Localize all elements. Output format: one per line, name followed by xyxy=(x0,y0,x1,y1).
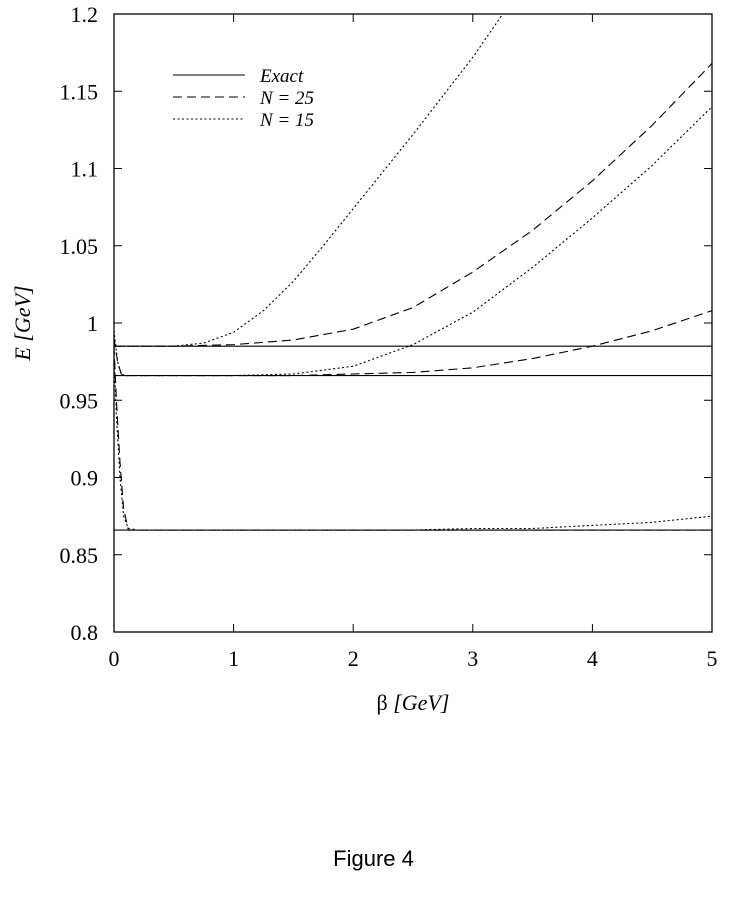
x-axis-label: β [GeV] xyxy=(377,690,450,715)
series-line-dotted-6 xyxy=(114,353,712,531)
y-tick-label: 1.2 xyxy=(71,2,99,27)
series-line-dotted-7 xyxy=(114,106,712,377)
plot-frame xyxy=(113,13,713,633)
x-tick-label: 0 xyxy=(109,646,120,671)
y-axis-symbol: E xyxy=(10,347,35,362)
x-tick-label: 4 xyxy=(587,646,598,671)
y-tick-label: 0.85 xyxy=(60,543,99,568)
tick-layer: 0 1 2 3 4 5 0.8 0.85 0.9 0.95 1 1.05 1.1 1.15 1.2 xyxy=(60,2,718,671)
y-tick-label: 0.9 xyxy=(71,466,99,491)
x-tick-label: 1 xyxy=(228,646,239,671)
legend-label: N = 15 xyxy=(259,110,314,131)
series-line-dashed-4 xyxy=(114,310,712,377)
y-tick-label: 1 xyxy=(87,311,98,336)
x-tick-label: 3 xyxy=(467,646,478,671)
y-axis-label: E [GeV] xyxy=(10,285,35,361)
y-tick-label: 0.8 xyxy=(71,620,99,645)
legend-label: Exact xyxy=(259,66,304,87)
y-axis-unit: [GeV] xyxy=(10,285,35,341)
figure-caption: Figure 4 xyxy=(333,846,414,871)
x-tick-label: 2 xyxy=(348,646,359,671)
y-tick-label: 0.95 xyxy=(60,388,99,413)
y-tick-label: 1.1 xyxy=(71,157,99,182)
series-line-dashed-3 xyxy=(114,346,712,531)
legend-label: N = 25 xyxy=(259,88,314,109)
x-axis-unit: [GeV] xyxy=(393,690,449,715)
series-line-dotted-8 xyxy=(114,14,504,347)
x-tick-label: 5 xyxy=(707,646,718,671)
series-layer xyxy=(114,14,712,531)
series-line-dashed-5 xyxy=(114,63,712,347)
x-axis-symbol: β xyxy=(377,690,388,715)
y-tick-label: 1.15 xyxy=(60,79,99,104)
y-tick-label: 1.05 xyxy=(60,234,99,259)
